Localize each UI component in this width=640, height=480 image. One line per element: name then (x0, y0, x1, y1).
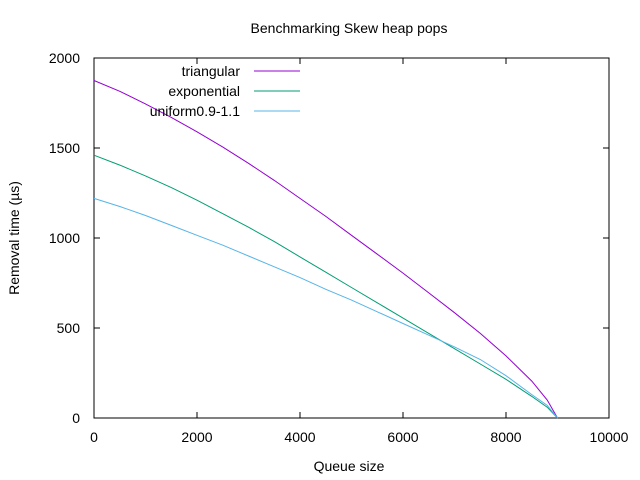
series-line-triangular (93, 80, 558, 419)
y-axis-label: Removal time (µs) (6, 181, 22, 295)
legend-label-2: uniform0.9-1.1 (150, 103, 240, 119)
y-tick-label-3: 1500 (49, 140, 80, 156)
y-tick-label-2: 1000 (49, 230, 80, 246)
x-tick-label-2: 4000 (284, 429, 315, 445)
plot-layer: 0 2000 4000 6000 8000 10000 0 500 1000 1500 2000 (49, 50, 629, 445)
chart-title: Benchmarking Skew heap pops (251, 20, 448, 36)
legend: triangular exponential uniform0.9-1.1 (150, 63, 300, 119)
x-tick-label-5: 10000 (590, 429, 629, 445)
y-tick-label-0: 0 (72, 410, 80, 426)
x-tick-label-4: 8000 (490, 429, 521, 445)
y-tick-label-1: 500 (57, 320, 81, 336)
x-axis-label: Queue size (314, 458, 385, 474)
x-tick-label-0: 0 (90, 429, 98, 445)
legend-label-1: exponential (168, 83, 240, 99)
series-line-exponential (93, 154, 558, 419)
y-tick-label-4: 2000 (49, 50, 80, 66)
x-tick-label-3: 6000 (387, 429, 418, 445)
legend-label-0: triangular (182, 63, 241, 79)
x-tick-label-1: 2000 (181, 429, 212, 445)
series-line-uniform0.9-1.1 (93, 197, 558, 419)
